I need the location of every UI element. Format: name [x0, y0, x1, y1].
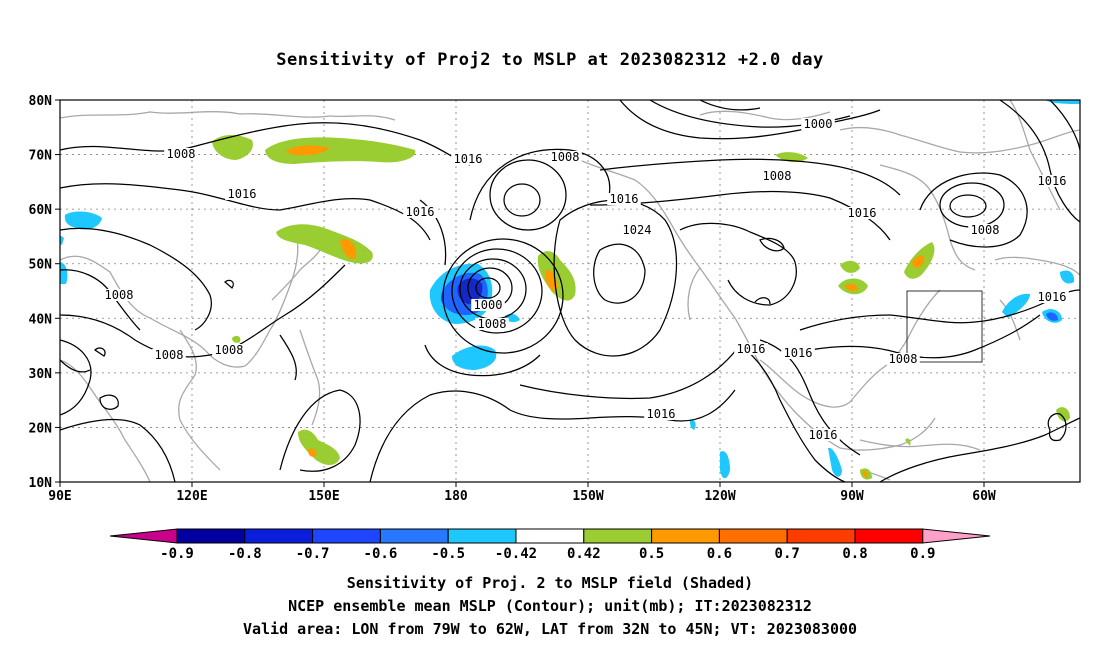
colorbar: -0.9 -0.8 -0.7 -0.6 -0.5 -0.42 0.42 0.5 0.6 0.7 0.… [109, 528, 991, 562]
contour-label-bg [403, 206, 437, 218]
colorbar-swatch [651, 528, 720, 544]
colorbar-tick-label: -0.6 [364, 546, 398, 562]
footer-line-2: NCEP ensemble mean MSLP (Contour); unit(… [288, 597, 812, 615]
contour-label: 1016 [1038, 174, 1067, 188]
contour-label-bg [734, 343, 768, 355]
contour-label: 1008 [763, 169, 792, 183]
contour-label-bg [644, 408, 678, 420]
lon-label: 150W [572, 489, 603, 504]
valid-area-box [906, 290, 983, 363]
contour-label: 1008 [551, 150, 580, 164]
colorbar-swatch [176, 528, 246, 544]
footer-line-3: Valid area: LON from 79W to 62W, LAT fro… [242, 620, 858, 638]
contour-label: 1000 [804, 117, 833, 131]
colorbar-tick-label: 0.9 [910, 546, 935, 562]
lon-label: 60W [972, 489, 996, 504]
colorbar-tick-label: -0.42 [495, 546, 537, 562]
contour-label-bg [102, 289, 136, 301]
contour-label-bg [475, 318, 509, 330]
colorbar-swatch [379, 528, 449, 544]
contour-label-bg [212, 344, 246, 356]
contour-label: 1016 [1038, 290, 1067, 304]
colorbar-tick-label: 0.8 [842, 546, 867, 562]
contour-label-bg [225, 188, 259, 200]
figure-title: Sensitivity of Proj2 to MSLP at 20230823… [276, 50, 824, 70]
contour-label: 1016 [809, 428, 838, 442]
coastlines [60, 100, 1080, 482]
contour-labels: 1008 1016 1008 1016 1016 1008 1008 1008 1000 1008… [102, 117, 1069, 442]
colorbar-right-arrow [922, 528, 991, 544]
lat-label: 70N [29, 149, 53, 164]
contour-label-bg [806, 429, 840, 441]
contour-label: 1016 [610, 192, 639, 206]
contour-label: 1008 [105, 288, 134, 302]
contour-label: 1016 [228, 187, 257, 201]
lat-label: 80N [29, 94, 53, 109]
colorbar-tick-label: -0.8 [228, 546, 262, 562]
contour-label: 1008 [478, 317, 507, 331]
colorbar-tick-label: -0.7 [296, 546, 330, 562]
contour-label: 1016 [848, 206, 877, 220]
contour-label-bg [760, 170, 794, 182]
lat-label: 40N [29, 312, 53, 327]
lon-label: 120W [704, 489, 735, 504]
contour-label: 1024 [623, 223, 652, 237]
lon-label: 90E [48, 489, 71, 504]
contour-label: 1008 [971, 223, 1000, 237]
colorbar-tick-label: 0.5 [639, 546, 664, 562]
contour-label-bg [1035, 291, 1069, 303]
lat-label: 60N [29, 203, 53, 218]
contour-label-bg [801, 118, 835, 130]
lat-label: 30N [29, 367, 53, 382]
contour-label: 1000 [474, 298, 503, 312]
colorbar-tick-label: 0.7 [775, 546, 800, 562]
contour-label-bg [968, 224, 1002, 236]
contour-label: 1008 [889, 352, 918, 366]
colorbar-left-arrow [109, 528, 178, 544]
footer-line-1: Sensitivity of Proj. 2 to MSLP field (Sh… [346, 574, 754, 592]
colorbar-swatch [447, 528, 517, 544]
contour-label-bg [1035, 175, 1069, 187]
lat-label: 50N [29, 258, 53, 273]
contour-label: 1016 [737, 342, 766, 356]
colorbar-swatch [786, 528, 856, 544]
lat-label: 20N [29, 421, 53, 436]
lon-label: 180 [444, 489, 468, 504]
contour-label: 1016 [647, 407, 676, 421]
contour-label-bg [164, 148, 198, 160]
contour-label-bg [781, 347, 815, 359]
contour-label-bg [886, 353, 920, 365]
contour-label: 1008 [215, 343, 244, 357]
contour-label: 1008 [167, 147, 196, 161]
contour-label-bg [620, 224, 654, 236]
lon-label: 150E [308, 489, 339, 504]
colorbar-tick-label: -0.9 [160, 546, 194, 562]
colorbar-tick-label: 0.42 [567, 546, 601, 562]
lon-label: 90W [840, 489, 864, 504]
contour-label-bg [548, 151, 582, 163]
colorbar-tick-label: -0.5 [431, 546, 465, 562]
contour-label: 1008 [155, 348, 184, 362]
contour-label-bg [845, 207, 879, 219]
colorbar-swatch [718, 528, 788, 544]
lat-label: 10N [29, 476, 53, 491]
colorbar-swatch [583, 528, 653, 544]
contour-label-bg [152, 349, 186, 361]
colorbar-tick-label: 0.6 [707, 546, 732, 562]
colorbar-swatch [515, 528, 585, 544]
contour-label: 1016 [406, 205, 435, 219]
map-frame [59, 99, 1081, 483]
colorbar-swatch [244, 528, 314, 544]
colorbar-swatch [312, 528, 381, 544]
contour-label-bg [471, 299, 505, 311]
lon-label: 120E [176, 489, 207, 504]
colorbar-swatch [854, 528, 924, 544]
contour-label: 1016 [784, 346, 813, 360]
contour-label: 1016 [454, 152, 483, 166]
contour-label-bg [607, 193, 641, 205]
contour-label-bg [451, 153, 485, 165]
map-area: 1008 1016 1008 1016 1016 1008 1008 1008 1000 1008… [60, 100, 1080, 482]
